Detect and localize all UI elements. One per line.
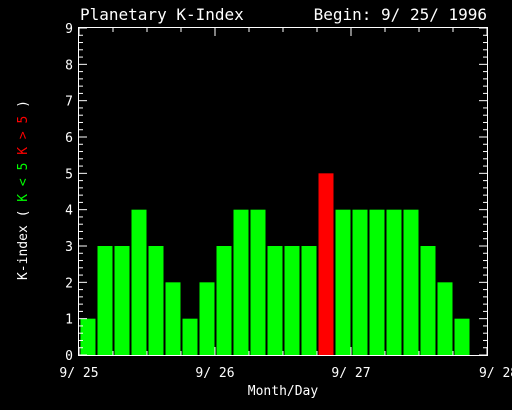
- plot-frame: [78, 27, 488, 356]
- k-index-bar: [182, 318, 198, 355]
- x-tick-label: 9/ 25: [59, 366, 98, 381]
- k-index-bar: [369, 209, 385, 355]
- k-index-bar: [114, 246, 130, 355]
- k-index-bar: [301, 246, 317, 355]
- chart-subtitle: Begin: 9/ 25/ 1996: [314, 5, 487, 24]
- k-index-bar: [454, 318, 470, 355]
- y-axis-label-high: K > 5: [16, 116, 31, 155]
- chart-title: Planetary K-Index: [80, 5, 244, 24]
- k-index-bar: [386, 209, 402, 355]
- y-tick-label: 4: [65, 204, 73, 219]
- k-index-bar: [80, 318, 96, 355]
- y-tick-label: 6: [65, 131, 73, 146]
- k-index-bar: [233, 209, 249, 355]
- x-axis-ticks: 9/ 25 9/ 26 9/ 27 9/ 28: [59, 28, 512, 381]
- y-axis-label: K-index ( K < 5 K > 5 ): [16, 100, 31, 280]
- y-axis-label-low: K < 5: [16, 163, 31, 202]
- k-index-bar: [97, 246, 113, 355]
- y-axis-label-main: K-index: [16, 225, 31, 280]
- k-index-bar: [352, 209, 368, 355]
- k-index-bar: [131, 209, 147, 355]
- x-axis-label: Month/Day: [248, 384, 319, 399]
- k-index-bar: [216, 246, 232, 355]
- k-index-bar: [420, 246, 436, 355]
- y-tick-label: 8: [65, 58, 73, 73]
- k-index-bar: [284, 246, 300, 355]
- k-index-bar: [250, 209, 266, 355]
- k-index-bar: [199, 282, 215, 355]
- x-tick-label: 9/ 26: [195, 366, 234, 381]
- k-index-bar: [437, 282, 453, 355]
- x-tick-label: 9/ 28: [479, 366, 512, 381]
- y-tick-label: 7: [65, 95, 73, 110]
- k-index-bar: [148, 246, 164, 355]
- y-tick-label: 5: [65, 167, 73, 182]
- k-index-bar: [318, 173, 334, 355]
- k-index-bar: [267, 246, 283, 355]
- svg-text:K-index (: K-index ( K < 5 K > 5 ): [16, 100, 31, 280]
- k-index-bar: [165, 282, 181, 355]
- y-tick-label: 3: [65, 240, 73, 255]
- y-tick-label: 2: [65, 276, 73, 291]
- x-tick-label: 9/ 27: [331, 366, 370, 381]
- y-axis-label-open-paren: (: [16, 210, 31, 218]
- k-index-bar: [335, 209, 351, 355]
- k-index-bar: [403, 209, 419, 355]
- y-axis-ticks: 0 1 2 3 4 5 6 7 8 9: [65, 22, 487, 364]
- y-axis-label-close-paren: ): [16, 100, 31, 108]
- y-tick-label: 9: [65, 22, 73, 37]
- y-tick-label: 1: [65, 313, 73, 328]
- y-tick-label: 0: [65, 349, 73, 364]
- bar-series: [80, 173, 470, 355]
